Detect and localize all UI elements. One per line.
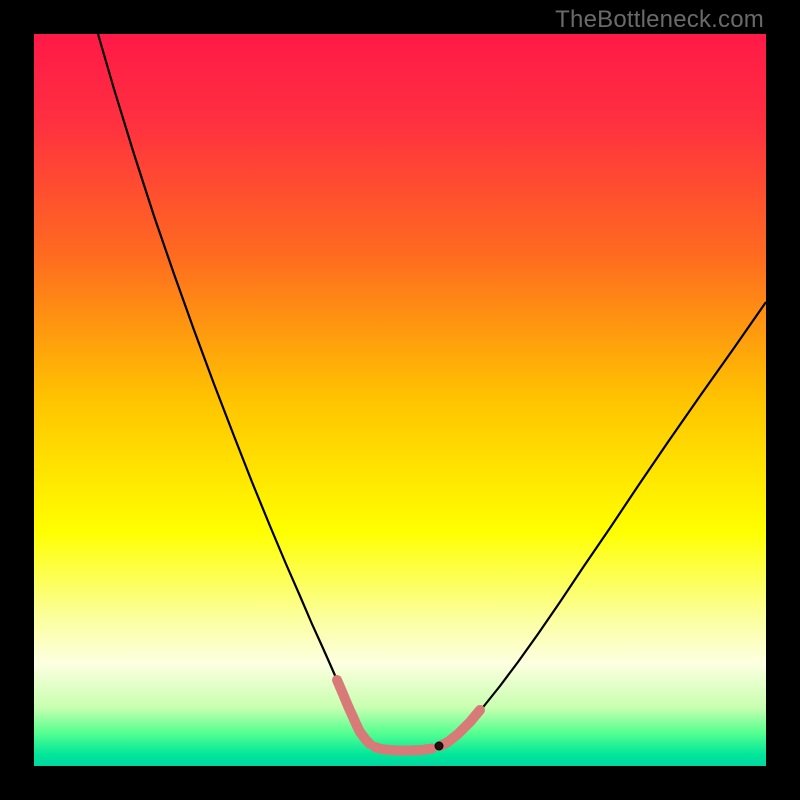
watermark-text: TheBottleneck.com xyxy=(555,6,764,34)
accent-segment xyxy=(440,710,480,746)
plot-area xyxy=(34,34,766,766)
min-marker xyxy=(435,742,443,750)
accent-group xyxy=(337,680,480,751)
accent-segment xyxy=(375,747,432,751)
bottleneck-curve xyxy=(98,34,766,751)
accent-segment xyxy=(337,680,370,744)
curve-layer xyxy=(34,34,766,766)
